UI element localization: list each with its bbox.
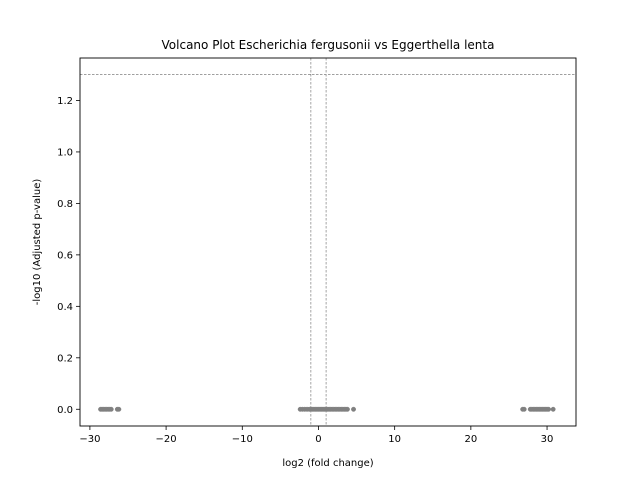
y-tick-label: 1.2 (57, 96, 73, 107)
y-tick-label: 0.2 (57, 353, 73, 364)
data-point (546, 406, 552, 412)
x-tick-label: 10 (388, 434, 401, 445)
x-axis-label: log2 (fold change) (282, 458, 373, 469)
chart-title: Volcano Plot Escherichia fergusonii vs E… (162, 38, 495, 52)
y-axis-label: -log10 (Adjusted p-value) (32, 179, 43, 306)
data-point (344, 406, 350, 412)
data-point (521, 406, 527, 412)
data-point (116, 406, 122, 412)
y-tick-label: 1.0 (57, 147, 73, 158)
x-tick-label: −30 (79, 434, 100, 445)
x-tick-label: 30 (541, 434, 554, 445)
x-tick-label: 20 (464, 434, 477, 445)
y-tick-label: 0.0 (57, 405, 73, 416)
plot-frame (79, 57, 577, 427)
y-tick-label: 0.4 (57, 302, 73, 313)
x-tick-label: 0 (315, 434, 321, 445)
data-point (108, 406, 114, 412)
y-tick-label: 0.6 (57, 250, 73, 261)
plot-area: −30 −20 −10 0 10 20 30 0.0 0.2 0.4 0.6 0.8 1.0 1.2 (57, 57, 577, 445)
x-tick-label: −10 (232, 434, 253, 445)
y-tick-label: 0.8 (57, 199, 73, 210)
data-point (351, 406, 356, 412)
data-point (550, 406, 556, 412)
x-tick-label: −20 (156, 434, 177, 445)
